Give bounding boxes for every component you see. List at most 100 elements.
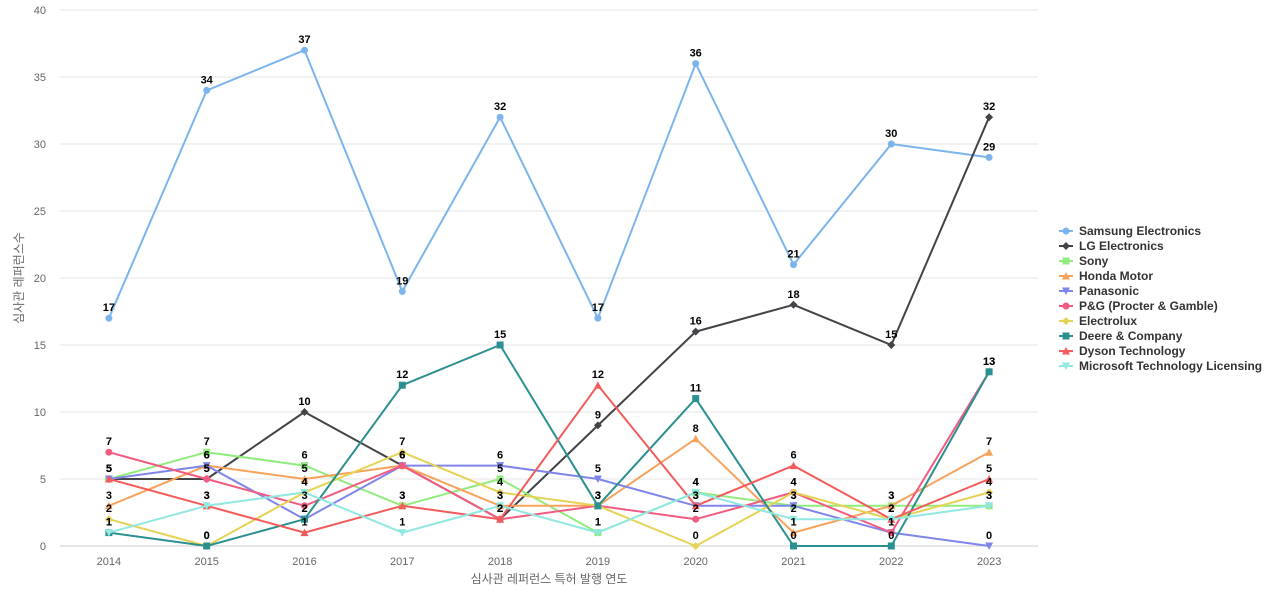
y-tick-label: 40 <box>34 5 46 17</box>
data-label: 0 <box>693 530 699 542</box>
series-1 <box>104 113 994 524</box>
data-point <box>985 542 994 550</box>
data-point <box>398 448 407 457</box>
data-label: 4 <box>986 476 993 488</box>
data-label: 6 <box>497 450 503 462</box>
series-line <box>108 344 990 547</box>
data-point <box>1062 257 1070 265</box>
series-lines <box>104 46 994 550</box>
legend-item[interactable]: LG Electronics <box>1059 239 1164 253</box>
data-label: 3 <box>399 490 405 502</box>
data-point <box>985 502 994 510</box>
data-point <box>887 501 896 510</box>
data-point <box>300 475 309 483</box>
x-axis-title: 심사관 레퍼런스 특허 발행 연도 <box>471 571 628 586</box>
data-label: 3 <box>497 490 503 502</box>
data-label: 2 <box>106 503 112 515</box>
data-label: 5 <box>595 463 601 475</box>
data-point <box>496 341 504 349</box>
data-label: 5 <box>497 463 503 475</box>
data-point <box>1062 242 1070 250</box>
data-label: 5 <box>106 463 112 475</box>
data-label: 3 <box>790 490 796 502</box>
data-label: 2 <box>693 503 699 515</box>
x-tick-label: 2018 <box>488 556 512 568</box>
data-label: 2 <box>497 503 503 515</box>
series-line <box>108 384 990 534</box>
data-label: 3 <box>790 490 796 502</box>
series-line <box>108 451 990 547</box>
y-tick-label: 0 <box>40 541 46 553</box>
data-point <box>1062 287 1070 295</box>
data-label: 36 <box>690 48 702 60</box>
data-point <box>985 368 993 376</box>
data-label: 0 <box>204 530 210 542</box>
legend-item[interactable]: Microsoft Technology Licensing <box>1059 359 1262 373</box>
data-label: 5 <box>204 463 210 475</box>
data-label: 11 <box>690 383 702 395</box>
data-point <box>202 462 211 470</box>
data-label: 3 <box>595 490 601 502</box>
legend-item[interactable]: Panasonic <box>1059 284 1139 298</box>
data-label: 6 <box>301 450 307 462</box>
data-label: 7 <box>399 436 405 448</box>
legend-item[interactable]: Electrolux <box>1059 314 1137 328</box>
data-label: 3 <box>888 490 894 502</box>
data-label: 3 <box>693 490 699 502</box>
data-point <box>105 448 113 456</box>
data-label: 15 <box>885 329 897 341</box>
data-point <box>1062 227 1070 235</box>
data-label: 1 <box>106 517 112 529</box>
x-tick-label: 2022 <box>879 556 903 568</box>
data-label: 2 <box>888 503 894 515</box>
y-tick-label: 20 <box>34 273 46 285</box>
data-point <box>594 502 602 510</box>
y-tick-label: 5 <box>40 474 46 486</box>
data-label: 3 <box>204 490 210 502</box>
data-point <box>203 86 211 94</box>
data-point <box>104 515 113 524</box>
data-label: 0 <box>204 530 210 542</box>
data-point <box>692 60 700 68</box>
legend-label: Panasonic <box>1079 284 1139 298</box>
series-line <box>108 371 990 534</box>
y-tick-label: 30 <box>34 139 46 151</box>
data-label: 32 <box>983 101 995 113</box>
data-point <box>985 113 994 122</box>
data-label: 3 <box>595 490 601 502</box>
data-label: 4 <box>301 476 308 488</box>
data-label: 0 <box>888 530 894 542</box>
data-point <box>203 542 211 550</box>
legend-label: Microsoft Technology Licensing <box>1079 359 1262 373</box>
data-label: 16 <box>690 316 702 328</box>
legend-label: P&G (Procter & Gamble) <box>1079 299 1218 313</box>
legend-label: Samsung Electronics <box>1079 224 1201 238</box>
data-point <box>203 448 211 456</box>
legend-item[interactable]: Honda Motor <box>1059 269 1153 283</box>
data-label: 13 <box>983 356 995 368</box>
data-point <box>985 448 994 456</box>
legend-item[interactable]: Dyson Technology <box>1059 344 1186 358</box>
data-point <box>104 475 113 483</box>
data-point <box>692 515 700 523</box>
data-point <box>398 287 406 295</box>
data-point <box>301 462 308 470</box>
legend-item[interactable]: Samsung Electronics <box>1059 224 1201 238</box>
data-label: 5 <box>106 463 112 475</box>
data-label: 30 <box>885 128 897 140</box>
data-point <box>789 300 798 309</box>
data-label: 7 <box>986 436 992 448</box>
series-line <box>107 49 990 320</box>
series-line <box>108 491 990 534</box>
series-6 <box>104 448 994 550</box>
data-point <box>1062 317 1070 325</box>
data-label: 3 <box>693 490 699 502</box>
data-point <box>789 461 798 470</box>
legend-item[interactable]: Sony <box>1059 254 1109 268</box>
legend-item[interactable]: Deere & Company <box>1059 329 1183 343</box>
legend-item[interactable]: P&G (Procter & Gamble) <box>1059 299 1218 313</box>
data-point <box>496 502 505 510</box>
data-point <box>104 529 113 537</box>
